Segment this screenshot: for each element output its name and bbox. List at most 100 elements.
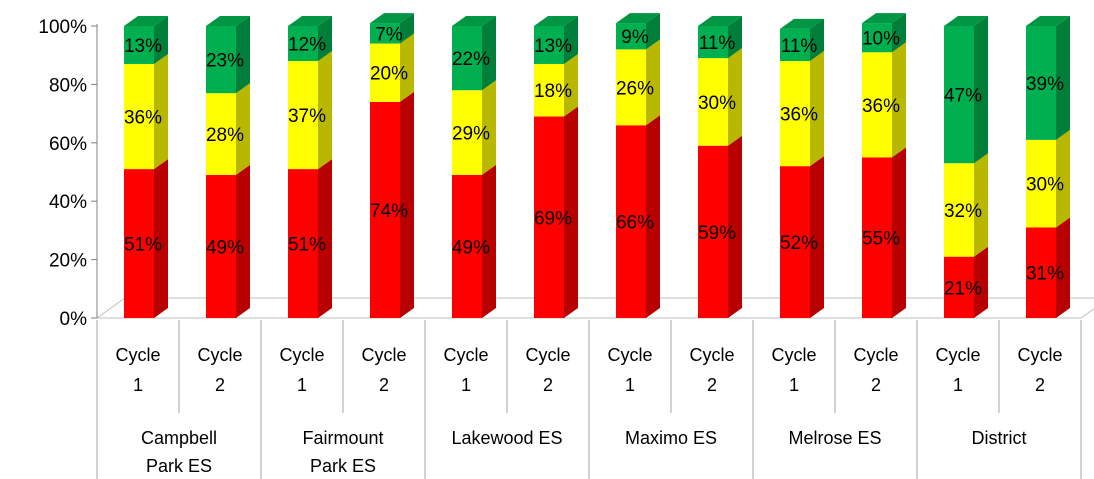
category-label: Cycle <box>771 345 816 365</box>
bar-segment <box>534 26 564 64</box>
category-label: 1 <box>953 375 963 395</box>
data-label: 26% <box>616 78 654 99</box>
y-tick-label: 20% <box>49 251 87 272</box>
bar-segment-side <box>1056 217 1070 318</box>
bar-segment <box>124 169 154 318</box>
group-label: District <box>972 428 1027 448</box>
y-tick-label: 40% <box>49 192 87 213</box>
data-label: 13% <box>534 36 572 57</box>
data-label: 12% <box>288 35 326 56</box>
bar-segment-side <box>974 246 988 318</box>
data-label: 69% <box>534 208 572 229</box>
category-label: Cycle <box>525 345 570 365</box>
bar-segment <box>1026 227 1056 318</box>
bar-segment-side <box>400 33 414 102</box>
bar-segment <box>370 43 400 102</box>
category-label: 2 <box>379 375 389 395</box>
data-label: 36% <box>862 96 900 117</box>
data-label: 37% <box>288 106 326 127</box>
data-label: 32% <box>944 201 982 222</box>
group-label: Melrose ES <box>788 428 881 448</box>
data-label: 51% <box>124 235 162 256</box>
bar-segment-side <box>892 13 906 53</box>
bar-segment-side <box>728 16 742 59</box>
bar-segment-side <box>646 39 660 126</box>
data-label: 39% <box>1026 74 1064 95</box>
bar-top-face <box>616 13 660 24</box>
data-label: 28% <box>206 125 244 146</box>
bar-segment-side <box>728 135 742 318</box>
bar-segment <box>944 163 974 257</box>
category-label: 1 <box>625 375 635 395</box>
category-label: Cycle <box>935 345 980 365</box>
bar-segment <box>698 145 728 318</box>
bar-top-face <box>534 16 578 26</box>
bar-segment <box>862 23 892 53</box>
bar-segment <box>288 169 318 318</box>
data-label: 23% <box>206 51 244 72</box>
bar-segment-side <box>236 83 250 175</box>
y-tick-label: 60% <box>49 134 87 155</box>
bar-top-face <box>698 16 742 26</box>
data-label: 49% <box>206 237 244 258</box>
bar-segment-side <box>318 16 332 62</box>
bar-top-face <box>862 13 906 24</box>
bar-segment <box>288 26 318 62</box>
bar-top-face <box>1026 16 1070 26</box>
category-label: Cycle <box>279 345 324 365</box>
bar-segment-side <box>564 106 578 319</box>
bar-segment <box>944 256 974 318</box>
bar-segment-side <box>154 159 168 318</box>
group-label: Park ES <box>146 456 212 476</box>
bar-segment <box>698 26 728 59</box>
bar-segment <box>206 26 236 94</box>
bar-segment <box>452 26 482 91</box>
category-label: 1 <box>133 375 143 395</box>
bar-segment <box>206 93 236 175</box>
data-label: 30% <box>698 93 736 114</box>
data-label: 52% <box>780 233 818 254</box>
data-label: 29% <box>452 124 490 145</box>
bar-segment-side <box>154 16 168 64</box>
bar-segment-side <box>564 16 578 64</box>
bar-segment-side <box>236 16 250 94</box>
group-label: Lakewood ES <box>451 428 562 448</box>
chart-floor <box>95 297 1094 319</box>
data-label: 36% <box>124 108 162 129</box>
bar-segment <box>124 26 154 64</box>
bar-segment <box>862 52 892 158</box>
y-tick-label: 80% <box>49 75 87 96</box>
bar-top-face <box>370 13 414 24</box>
bar-segment-side <box>318 159 332 318</box>
bar-segment-side <box>892 42 906 158</box>
bar-segment-side <box>400 13 414 44</box>
data-label: 13% <box>124 36 162 57</box>
bar-segment <box>288 61 318 170</box>
data-label: 21% <box>944 278 982 299</box>
bar-segment-side <box>1056 129 1070 228</box>
data-label: 9% <box>621 27 649 48</box>
bar-top-face <box>944 16 988 26</box>
category-label: Cycle <box>197 345 242 365</box>
bar-segment-side <box>482 16 496 91</box>
group-label: Fairmount <box>302 428 383 448</box>
bar-segment-side <box>564 53 578 117</box>
y-tick-label: 0% <box>60 309 88 330</box>
bar-segment <box>452 174 482 318</box>
bar-segment-side <box>974 16 988 164</box>
bar-segment <box>206 174 236 318</box>
category-label: Cycle <box>607 345 652 365</box>
y-tick-label: 100% <box>38 17 87 38</box>
data-label: 18% <box>534 81 572 102</box>
data-label: 66% <box>616 213 654 234</box>
bar-segment-side <box>892 147 906 318</box>
bar-segment <box>780 28 810 62</box>
category-label: Cycle <box>689 345 734 365</box>
data-label: 11% <box>781 36 818 57</box>
bar-segment <box>1026 139 1056 228</box>
group-label: Campbell <box>141 428 217 448</box>
bar-segment-side <box>318 51 332 170</box>
category-label: 2 <box>1035 375 1045 395</box>
group-label: Maximo ES <box>625 428 717 448</box>
bar-top-face <box>124 16 168 26</box>
